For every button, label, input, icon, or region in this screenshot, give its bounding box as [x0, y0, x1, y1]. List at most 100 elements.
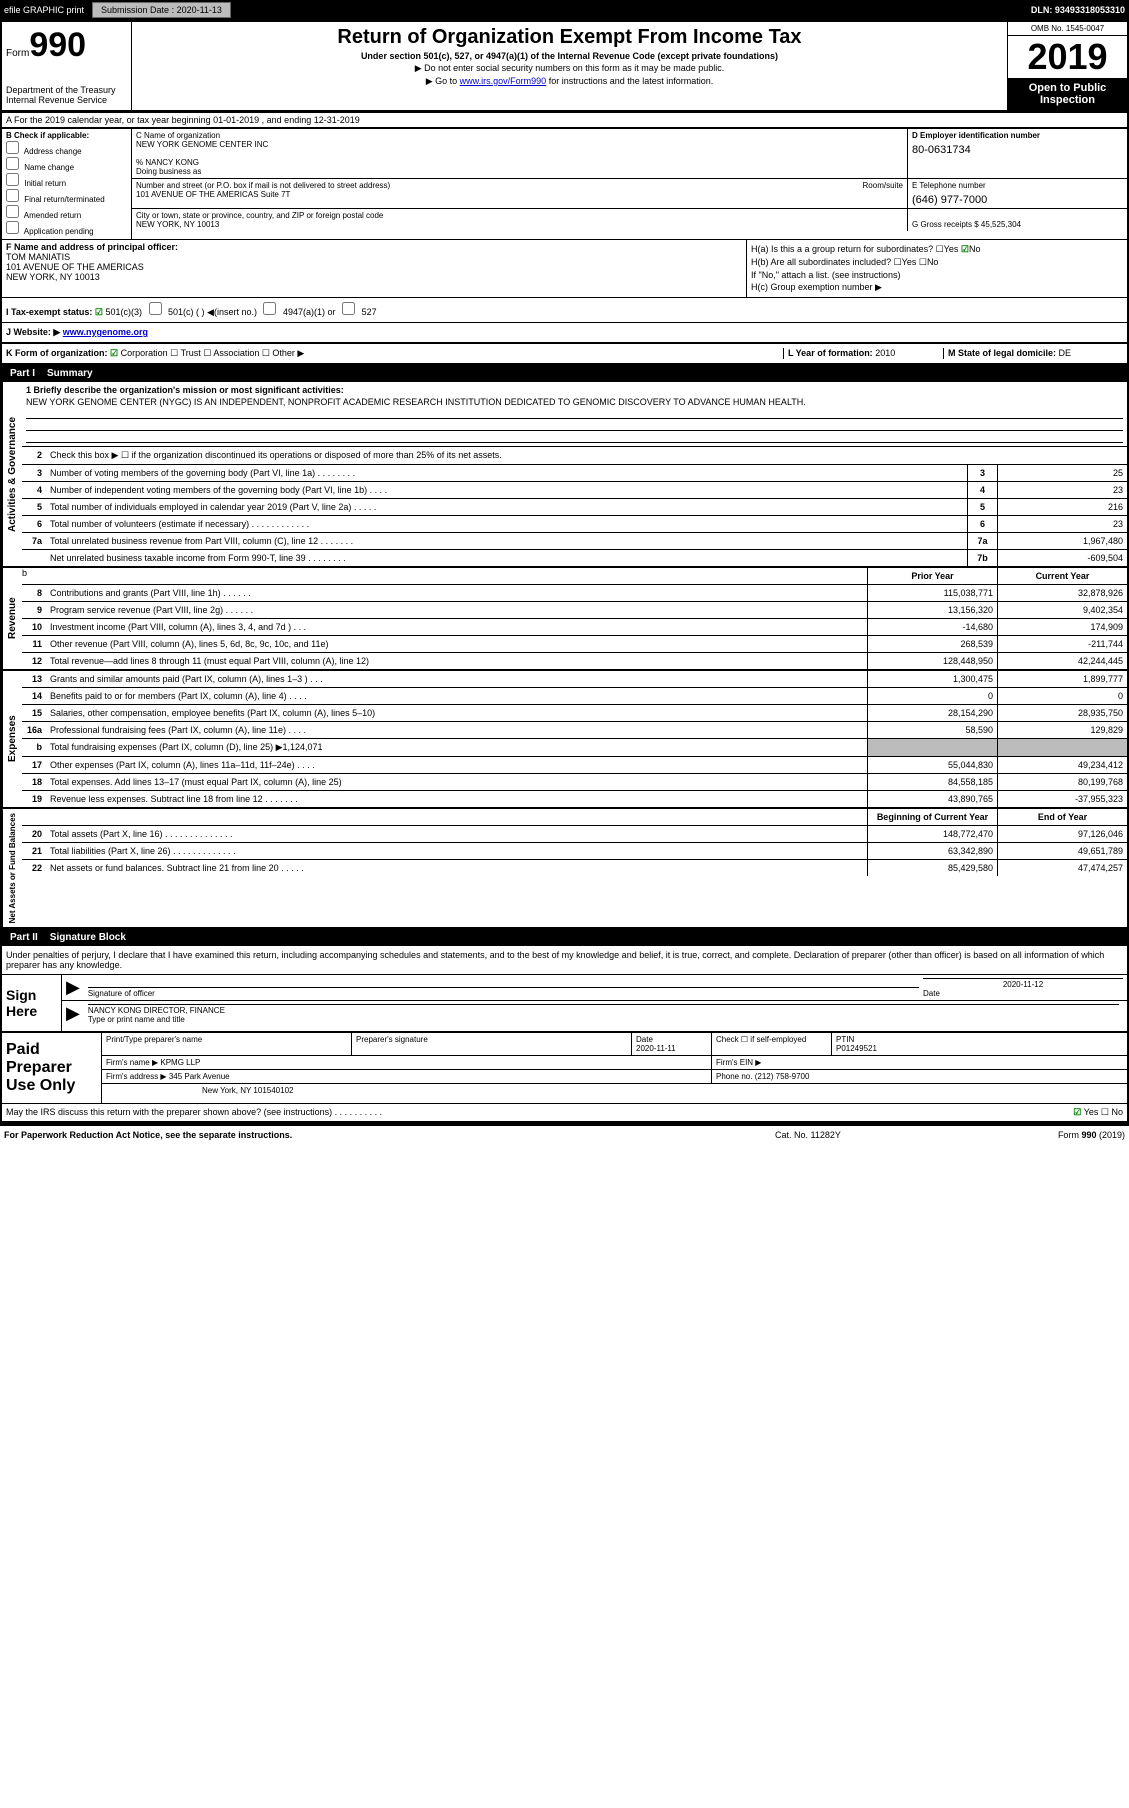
b-checkbox[interactable] — [6, 173, 19, 186]
discuss-text: May the IRS discuss this return with the… — [6, 1107, 382, 1118]
d-label: D Employer identification number — [912, 131, 1040, 140]
current-value: 80,199,768 — [997, 774, 1127, 790]
part1-header: Part I Summary — [2, 365, 1127, 382]
current-value: -37,955,323 — [997, 791, 1127, 807]
summary-row: 15Salaries, other compensation, employee… — [22, 705, 1127, 722]
receipts-value: 45,525,304 — [981, 220, 1021, 229]
summary-row: 10Investment income (Part VIII, column (… — [22, 619, 1127, 636]
prep-sig-header: Preparer's signature — [352, 1033, 632, 1055]
arrow-icon: ▶ — [66, 1003, 80, 1024]
col-headers: b Prior Year Current Year — [22, 568, 1127, 585]
end-year-header: End of Year — [997, 809, 1127, 825]
irs-link[interactable]: www.irs.gov/Form990 — [460, 76, 547, 86]
website-link[interactable]: www.nygenome.org — [63, 327, 148, 337]
line-text: Total fundraising expenses (Part IX, col… — [46, 739, 867, 756]
mission-label: 1 Briefly describe the organization's mi… — [26, 385, 344, 395]
check-icon: ☑ — [961, 244, 969, 254]
summary-row: 8Contributions and grants (Part VIII, li… — [22, 585, 1127, 602]
summary-row: 7aTotal unrelated business revenue from … — [22, 533, 1127, 550]
prior-value: 0 — [867, 688, 997, 704]
line-value: 23 — [997, 516, 1127, 532]
527-checkbox[interactable] — [342, 302, 355, 315]
b-checkbox[interactable] — [6, 141, 19, 154]
h-cell: H(a) Is this a a group return for subord… — [747, 240, 1127, 297]
vert-governance: Activities & Governance — [2, 382, 22, 566]
current-value: 28,935,750 — [997, 705, 1127, 721]
line-box: 5 — [967, 499, 997, 515]
city-label: City or town, state or province, country… — [136, 211, 383, 220]
hb-note: If "No," attach a list. (see instruction… — [751, 270, 1123, 280]
check-icon: ☑ — [1073, 1107, 1081, 1117]
b-checkbox[interactable] — [6, 189, 19, 202]
officer-addr1: 101 AVENUE OF THE AMERICAS — [6, 262, 144, 272]
line-value: 25 — [997, 465, 1127, 481]
city-value: NEW YORK, NY 10013 — [136, 220, 219, 229]
ha-label: H(a) Is this a a group return for subord… — [751, 244, 933, 254]
sig-intro: Under penalties of perjury, I declare th… — [2, 946, 1127, 975]
prior-year-header: Prior Year — [867, 568, 997, 584]
summary-row: 16aProfessional fundraising fees (Part I… — [22, 722, 1127, 739]
year-cell: OMB No. 1545-0047 2019 Open to Public In… — [1007, 22, 1127, 110]
section-b-thru-g: B Check if applicable: Address change Na… — [2, 129, 1127, 240]
part1-no: Part I — [10, 368, 35, 379]
prior-value: 63,342,890 — [867, 843, 997, 859]
prior-value: 128,448,950 — [867, 653, 997, 669]
line2-text: Check this box ▶ ☐ if the organization d… — [46, 447, 1127, 464]
summary-row: 17Other expenses (Part IX, column (A), l… — [22, 757, 1127, 774]
current-value: 1,899,777 — [997, 671, 1127, 687]
prior-value: 1,300,475 — [867, 671, 997, 687]
line-text: Total assets (Part X, line 16) . . . . .… — [46, 826, 867, 842]
line-text: Total liabilities (Part X, line 26) . . … — [46, 843, 867, 859]
paid-preparer-block: Paid Preparer Use Only Print/Type prepar… — [2, 1031, 1127, 1103]
k-form-org: K Form of organization: ☑ Corporation ☐ … — [6, 348, 783, 359]
b-option: Application pending — [6, 221, 127, 236]
current-value — [997, 739, 1127, 756]
summary-row: 9Program service revenue (Part VIII, lin… — [22, 602, 1127, 619]
arrow-icon: ▶ — [66, 977, 80, 998]
line-text: Net unrelated business taxable income fr… — [46, 550, 967, 566]
check-icon: ☑ — [110, 348, 118, 358]
officer-addr2: NEW YORK, NY 10013 — [6, 272, 100, 282]
summary-row: 12Total revenue—add lines 8 through 11 (… — [22, 653, 1127, 669]
open-public-label: Open to Public Inspection — [1008, 78, 1127, 110]
line-text: Benefits paid to or for members (Part IX… — [46, 688, 867, 704]
part2-header: Part II Signature Block — [2, 929, 1127, 946]
addr-cell: Number and street (or P.O. box if mail i… — [132, 179, 907, 208]
current-value: 97,126,046 — [997, 826, 1127, 842]
501c-checkbox[interactable] — [149, 302, 162, 315]
prior-value: 13,156,320 — [867, 602, 997, 618]
balance-headers: Beginning of Current Year End of Year — [22, 809, 1127, 826]
m-state: M State of legal domicile: DE — [943, 348, 1123, 359]
addr-value: 101 AVENUE OF THE AMERICAS Suite 7T — [136, 190, 290, 199]
prior-value: 43,890,765 — [867, 791, 997, 807]
part2-no: Part II — [10, 932, 38, 943]
b-checkbox[interactable] — [6, 221, 19, 234]
governance-block: Activities & Governance 1 Briefly descri… — [2, 382, 1127, 568]
4947-checkbox[interactable] — [263, 302, 276, 315]
summary-row: 21Total liabilities (Part X, line 26) . … — [22, 843, 1127, 860]
website-row: J Website: ▶ www.nygenome.org — [2, 323, 1127, 344]
b-option: Amended return — [6, 205, 127, 220]
city-cell: City or town, state or province, country… — [132, 209, 907, 231]
submission-date-button[interactable]: Submission Date : 2020-11-13 — [92, 2, 231, 18]
f-label: F Name and address of principal officer: — [6, 242, 178, 252]
vert-balances: Net Assets or Fund Balances — [2, 809, 22, 927]
line-text: Salaries, other compensation, employee b… — [46, 705, 867, 721]
line-text: Total number of individuals employed in … — [46, 499, 967, 515]
form-header: Form990 Department of the Treasury Inter… — [2, 22, 1127, 112]
org-name: NEW YORK GENOME CENTER INC — [136, 140, 268, 149]
summary-row: 5Total number of individuals employed in… — [22, 499, 1127, 516]
form-container: Form990 Department of the Treasury Inter… — [0, 20, 1129, 1124]
summary-row: 11Other revenue (Part VIII, column (A), … — [22, 636, 1127, 653]
summary-row: bTotal fundraising expenses (Part IX, co… — [22, 739, 1127, 757]
summary-row: 19Revenue less expenses. Subtract line 1… — [22, 791, 1127, 807]
prior-value: 28,154,290 — [867, 705, 997, 721]
footer-catno: Cat. No. 11282Y — [775, 1130, 975, 1140]
dba-label: Doing business as — [136, 167, 201, 176]
officer-sig-field[interactable]: Signature of officer — [88, 987, 919, 998]
line-box: 3 — [967, 465, 997, 481]
b-checkbox[interactable] — [6, 157, 19, 170]
firm-addr-cell: Firm's address ▶ 345 Park Avenue — [102, 1070, 712, 1083]
b-label: B Check if applicable: — [6, 131, 89, 140]
b-checkbox[interactable] — [6, 205, 19, 218]
